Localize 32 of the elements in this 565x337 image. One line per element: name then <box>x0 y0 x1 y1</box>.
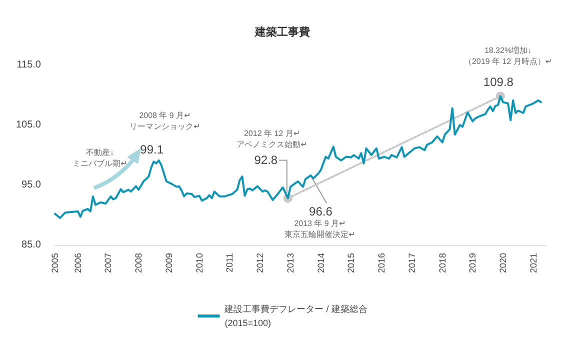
y-tick-label: 85.0 <box>22 240 42 250</box>
x-tick-label: 2013 <box>285 253 296 274</box>
annotation: 99.1 <box>140 142 164 156</box>
x-tick-label: 2020 <box>498 253 508 274</box>
y-tick-label: 95.0 <box>22 180 42 190</box>
annotation: 2008 年 9 月↵ リーマンショック↵ <box>130 111 200 131</box>
x-tick-label: 2019 <box>468 253 478 274</box>
y-tick-label: 115.0 <box>16 60 42 70</box>
x-tick-label: 2016 <box>376 253 387 274</box>
annotation: 92.8 <box>254 153 278 168</box>
chart-title: 建築工事費 <box>254 26 310 38</box>
annotation: 109.8 <box>483 75 514 90</box>
x-tick-label: 2015 <box>346 253 356 274</box>
x-tick-label: 2011 <box>224 253 235 272</box>
annotation: 96.6 <box>309 204 333 218</box>
annotation: 2013 年 9 月↵ 東京五輪開催決定↵ <box>284 219 356 239</box>
annotation: 18.32%増加↓ （2019 年 12 月時点）↵ <box>464 46 552 66</box>
x-tick-label: 2021 <box>528 253 538 274</box>
legend-label: 建設工事費デフレーター / 建築総合 (2015=100) <box>224 304 368 328</box>
annotation: 2012 年 12 月↵ アベノミクス始動↵ <box>236 129 308 149</box>
x-tick-label: 2006 <box>72 253 83 274</box>
x-tick-label: 2014 <box>316 253 326 274</box>
annotation: 不動産↓ ミニバブル期↵ <box>72 148 128 168</box>
y-tick-label: 105.0 <box>16 120 42 130</box>
x-tick-label: 2007 <box>103 253 114 274</box>
x-tick-label: 2005 <box>50 253 60 274</box>
x-tick-label: 2012 <box>255 253 266 274</box>
x-tick-label: 2018 <box>437 253 448 274</box>
x-tick-label: 2017 <box>406 253 417 274</box>
x-tick-label: 2008 <box>134 253 144 274</box>
x-tick-label: 2009 <box>164 253 174 274</box>
x-tick-label: 2010 <box>194 253 204 274</box>
